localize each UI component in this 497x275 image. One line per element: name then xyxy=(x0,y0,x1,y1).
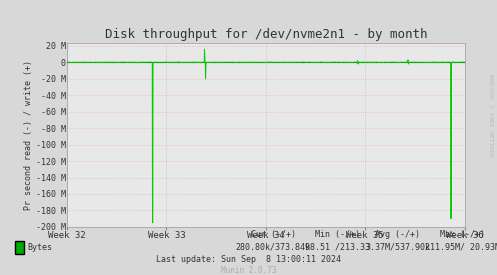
Text: 211.95M/ 20.93M: 211.95M/ 20.93M xyxy=(425,243,497,252)
Y-axis label: Pr second read (-) / write (+): Pr second read (-) / write (+) xyxy=(24,60,33,210)
Text: Max (-/+): Max (-/+) xyxy=(440,230,485,239)
Text: RRDTOOL / TOBI OETIKER: RRDTOOL / TOBI OETIKER xyxy=(489,74,494,157)
Text: Bytes: Bytes xyxy=(27,243,52,252)
Text: 280.80k/373.84k: 280.80k/373.84k xyxy=(236,243,311,252)
Text: Min (-/+): Min (-/+) xyxy=(316,230,360,239)
Text: Avg (-/+): Avg (-/+) xyxy=(375,230,420,239)
Text: Last update: Sun Sep  8 13:00:11 2024: Last update: Sun Sep 8 13:00:11 2024 xyxy=(156,255,341,264)
Title: Disk throughput for /dev/nvme2n1 - by month: Disk throughput for /dev/nvme2n1 - by mo… xyxy=(105,28,427,42)
Text: Cur (-/+): Cur (-/+) xyxy=(251,230,296,239)
Text: 3.37M/537.90k: 3.37M/537.90k xyxy=(365,243,430,252)
Text: 98.51 /213.33: 98.51 /213.33 xyxy=(306,243,370,252)
Text: Munin 2.0.73: Munin 2.0.73 xyxy=(221,266,276,274)
